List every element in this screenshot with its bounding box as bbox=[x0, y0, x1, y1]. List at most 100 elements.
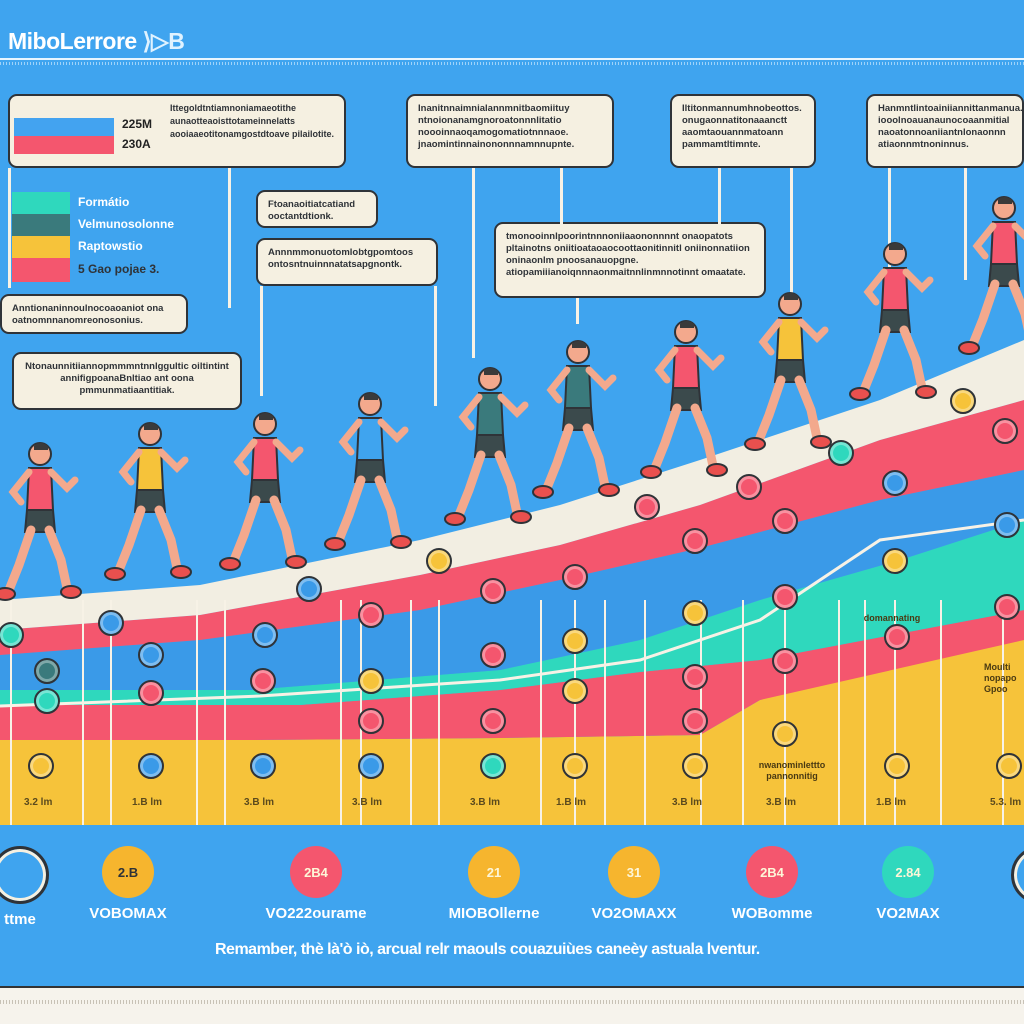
data-marker bbox=[562, 678, 588, 704]
distance-label: 3.B lm bbox=[672, 797, 703, 808]
data-marker bbox=[772, 584, 798, 610]
data-marker bbox=[682, 528, 708, 554]
logo-icon: ⟩▷B bbox=[142, 28, 185, 54]
runner-figure bbox=[640, 320, 728, 479]
metric-label: MIOBOllerne bbox=[448, 905, 540, 922]
connector-line bbox=[434, 286, 437, 406]
grid-line bbox=[438, 600, 440, 825]
connector-line bbox=[576, 298, 579, 324]
grid-line bbox=[894, 600, 896, 825]
data-marker bbox=[480, 753, 506, 779]
metric-item: 2B4 VO222ourame bbox=[256, 846, 376, 922]
distance-label: 1.B lm bbox=[556, 797, 587, 808]
data-marker bbox=[358, 668, 384, 694]
data-marker bbox=[138, 680, 164, 706]
footer-divider bbox=[0, 1000, 1024, 1004]
grid-line bbox=[82, 600, 84, 825]
callout-box: Anntionaninnoulnocoaoaniot ona oatnomnna… bbox=[0, 294, 188, 334]
grid-line bbox=[224, 600, 226, 825]
data-marker bbox=[296, 576, 322, 602]
data-marker bbox=[950, 388, 976, 414]
grid-line bbox=[10, 600, 12, 825]
legend-swatch-yellow bbox=[12, 236, 70, 258]
callout-box: Hanmntlintoainiiannittanmanua. iooolnoau… bbox=[866, 94, 1024, 168]
connector-line bbox=[964, 168, 967, 280]
metric-badge: 2B4 bbox=[746, 846, 798, 898]
metric-label: ttme bbox=[4, 911, 36, 928]
callout-box: Ftoanaoitiatcatiand ooctantdtionk. bbox=[256, 190, 378, 228]
metric-badge: 2.B bbox=[102, 846, 154, 898]
data-marker bbox=[250, 668, 276, 694]
data-marker bbox=[884, 753, 910, 779]
metric-badge: 21 bbox=[468, 846, 520, 898]
grid-line bbox=[574, 600, 576, 825]
connector-line bbox=[888, 168, 891, 268]
title-divider-ticks bbox=[0, 62, 1024, 65]
data-marker bbox=[138, 642, 164, 668]
distance-label: 3.B lm bbox=[244, 797, 275, 808]
grid-line bbox=[1002, 600, 1004, 825]
metric-label: WOBomme bbox=[731, 905, 813, 922]
data-marker bbox=[562, 564, 588, 590]
callout-box: Iltitonmannumhnobeottos. onugaonnatitona… bbox=[670, 94, 816, 168]
data-marker bbox=[358, 708, 384, 734]
legend-label: Raptowstio bbox=[78, 239, 143, 253]
caption-text: Remamber, thè là'ò iò, arcual relr maoul… bbox=[215, 941, 760, 958]
grid-line bbox=[864, 600, 866, 825]
data-marker bbox=[358, 753, 384, 779]
grid-line bbox=[604, 600, 606, 825]
connector-line bbox=[228, 168, 231, 308]
title-divider bbox=[0, 58, 1024, 60]
metric-label: VO2MAX bbox=[876, 905, 940, 922]
data-marker bbox=[358, 602, 384, 628]
data-marker bbox=[994, 594, 1020, 620]
metric-label: R bbox=[980, 911, 1024, 928]
data-marker bbox=[634, 494, 660, 520]
chart-annotation: Moulti nopapo Gpoo bbox=[984, 662, 1017, 694]
metric-label: VO2OMAXX bbox=[591, 905, 677, 922]
band-red-lower bbox=[0, 610, 1024, 740]
metric-item: 2B4 WOBomme bbox=[712, 846, 832, 922]
runner-figure bbox=[104, 422, 192, 581]
grid-line bbox=[838, 600, 840, 825]
data-marker bbox=[828, 440, 854, 466]
chart-annotation: domannating bbox=[863, 613, 921, 623]
data-marker bbox=[98, 610, 124, 636]
grid-line bbox=[940, 600, 942, 825]
distance-label: 3.B lm bbox=[352, 797, 383, 808]
grid-line bbox=[340, 600, 342, 825]
data-marker bbox=[480, 708, 506, 734]
data-marker bbox=[772, 508, 798, 534]
data-marker bbox=[138, 753, 164, 779]
data-marker bbox=[996, 753, 1022, 779]
runner-figure bbox=[744, 292, 832, 451]
connector-line bbox=[790, 168, 793, 298]
grid-line bbox=[540, 600, 542, 825]
metric-badge: 31 bbox=[608, 846, 660, 898]
grid-line bbox=[742, 600, 744, 825]
data-marker bbox=[682, 600, 708, 626]
legend-swatch-red bbox=[12, 258, 70, 282]
data-marker bbox=[994, 512, 1020, 538]
connector-line bbox=[560, 168, 563, 224]
data-marker bbox=[772, 648, 798, 674]
runner-figure bbox=[0, 442, 82, 601]
data-marker bbox=[772, 721, 798, 747]
metric-label: VOBOMAX bbox=[89, 905, 167, 922]
distance-label: 5.3. lm bbox=[990, 797, 1022, 808]
legend-swatch-darkteal bbox=[12, 214, 70, 236]
data-marker bbox=[882, 470, 908, 496]
legend-swatch-red bbox=[14, 136, 114, 154]
legend-callout: 225M 230A Ittegoldtntiamnoniamaeotithe a… bbox=[8, 94, 346, 168]
data-marker bbox=[480, 642, 506, 668]
page-title: MiboLerrore ⟩▷B bbox=[8, 28, 185, 55]
data-marker bbox=[682, 664, 708, 690]
data-marker bbox=[884, 624, 910, 650]
data-marker bbox=[34, 658, 60, 684]
metric-badge: 2.84 bbox=[882, 846, 934, 898]
data-marker bbox=[736, 474, 762, 500]
legend-value-1: 225M bbox=[122, 117, 153, 131]
data-marker bbox=[250, 753, 276, 779]
legend-connector bbox=[8, 168, 11, 288]
legend-value-2: 230A bbox=[122, 137, 151, 151]
